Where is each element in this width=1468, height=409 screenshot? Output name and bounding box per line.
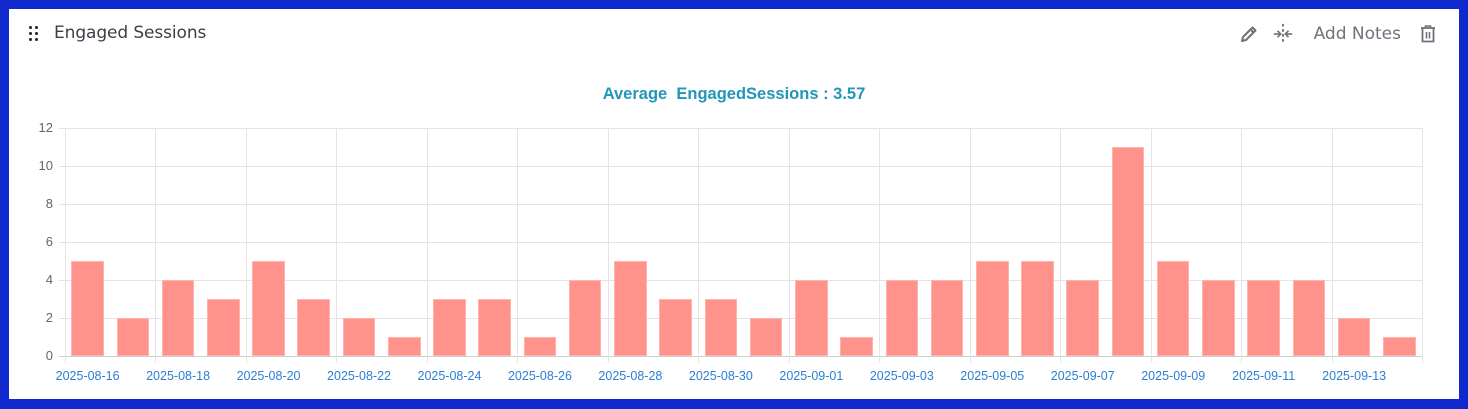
x-tick-label: 2025-08-22 bbox=[327, 369, 391, 383]
gridline-y bbox=[59, 166, 1422, 167]
y-tick-label: 10 bbox=[38, 158, 53, 173]
collapse-horizontal-icon[interactable] bbox=[1272, 23, 1294, 45]
x-tick-label: 2025-08-18 bbox=[146, 369, 211, 383]
gridline-y bbox=[59, 318, 1422, 319]
bar[interactable] bbox=[297, 299, 331, 356]
trash-icon[interactable] bbox=[1417, 23, 1439, 45]
bar[interactable] bbox=[1021, 261, 1054, 356]
bar[interactable] bbox=[478, 299, 511, 356]
bar[interactable] bbox=[840, 337, 873, 356]
gridline-x bbox=[65, 128, 66, 363]
bar[interactable] bbox=[704, 299, 738, 356]
bar[interactable] bbox=[1156, 261, 1190, 356]
gridline-x bbox=[879, 128, 881, 363]
gridline-x bbox=[969, 128, 971, 363]
x-tick-label: 2025-09-03 bbox=[869, 369, 934, 383]
gridline-x bbox=[788, 128, 790, 363]
gridline-y bbox=[59, 204, 1422, 205]
gridline-y bbox=[59, 356, 1422, 357]
gridline-x bbox=[698, 128, 700, 363]
bar[interactable] bbox=[252, 261, 285, 356]
gridline-y bbox=[59, 128, 1422, 129]
bar[interactable] bbox=[1247, 280, 1280, 356]
y-tick-label: 8 bbox=[45, 196, 53, 211]
gridline-x bbox=[336, 128, 338, 363]
drag-handle-icon[interactable] bbox=[29, 26, 39, 42]
add-notes-button[interactable]: Add Notes bbox=[1313, 24, 1401, 44]
x-tick-label: 2025-09-11 bbox=[1232, 369, 1296, 383]
widget-header: Engaged Sessions Add Notes bbox=[9, 9, 1459, 59]
bar[interactable] bbox=[1111, 147, 1145, 356]
bar[interactable] bbox=[1383, 337, 1416, 356]
bar[interactable] bbox=[614, 261, 647, 356]
gridline-x bbox=[1060, 128, 1062, 363]
bar[interactable] bbox=[930, 280, 964, 356]
gridline-x bbox=[1241, 128, 1243, 363]
y-tick-label: 12 bbox=[38, 120, 53, 135]
bar[interactable] bbox=[433, 299, 466, 356]
bar[interactable] bbox=[1292, 280, 1326, 356]
bar[interactable] bbox=[568, 280, 602, 356]
gridline-x bbox=[155, 128, 157, 363]
bar[interactable] bbox=[975, 261, 1009, 356]
bar[interactable] bbox=[207, 299, 240, 356]
x-tick-label: 2025-09-13 bbox=[1322, 369, 1387, 383]
bar[interactable] bbox=[1337, 318, 1371, 356]
y-tick-label: 6 bbox=[45, 234, 53, 249]
x-tick-label: 2025-09-07 bbox=[1050, 369, 1115, 383]
gridline-x bbox=[517, 128, 519, 363]
bar[interactable] bbox=[342, 318, 376, 356]
x-tick-label: 2025-08-24 bbox=[417, 369, 482, 383]
bar[interactable] bbox=[523, 337, 557, 356]
y-tick-label: 2 bbox=[45, 310, 53, 325]
bar[interactable] bbox=[71, 261, 104, 356]
widget-title: Engaged Sessions bbox=[54, 23, 207, 43]
bar[interactable] bbox=[161, 280, 195, 356]
gridline-y bbox=[59, 280, 1422, 281]
x-tick-label: 2025-08-28 bbox=[598, 369, 663, 383]
x-tick-label: 2025-08-26 bbox=[507, 369, 572, 383]
gridline-x bbox=[1150, 128, 1152, 363]
bar[interactable] bbox=[1202, 280, 1235, 356]
bar[interactable] bbox=[795, 280, 828, 356]
gridline-x bbox=[245, 128, 247, 363]
bar[interactable] bbox=[116, 318, 150, 356]
bar[interactable] bbox=[885, 280, 919, 356]
bar[interactable] bbox=[659, 299, 692, 356]
gridline-y bbox=[59, 242, 1422, 243]
x-tick-label: 2025-09-09 bbox=[1141, 369, 1206, 383]
y-tick-label: 0 bbox=[45, 348, 53, 363]
chart-title: Average EngagedSessions : 3.57 bbox=[602, 85, 866, 103]
gridline-x bbox=[1331, 128, 1333, 363]
engaged-sessions-widget: Engaged Sessions Add Notes bbox=[9, 9, 1459, 399]
pencil-icon[interactable] bbox=[1238, 23, 1260, 45]
gridline-x bbox=[1422, 128, 1423, 356]
x-tick-label: 2025-08-20 bbox=[236, 369, 301, 383]
x-tick-label: 2025-09-05 bbox=[960, 369, 1025, 383]
x-tick-label: 2025-09-01 bbox=[779, 369, 844, 383]
y-tick-label: 4 bbox=[45, 272, 53, 287]
bar[interactable] bbox=[1066, 280, 1100, 356]
bar[interactable] bbox=[749, 318, 783, 356]
x-tick-label: 2025-08-16 bbox=[55, 369, 120, 383]
bar[interactable] bbox=[387, 337, 421, 356]
gridline-x bbox=[426, 128, 428, 363]
widget-toolbar: Add Notes bbox=[1238, 22, 1439, 46]
gridline-x bbox=[607, 128, 609, 363]
x-tick-label: 2025-08-30 bbox=[688, 369, 753, 383]
